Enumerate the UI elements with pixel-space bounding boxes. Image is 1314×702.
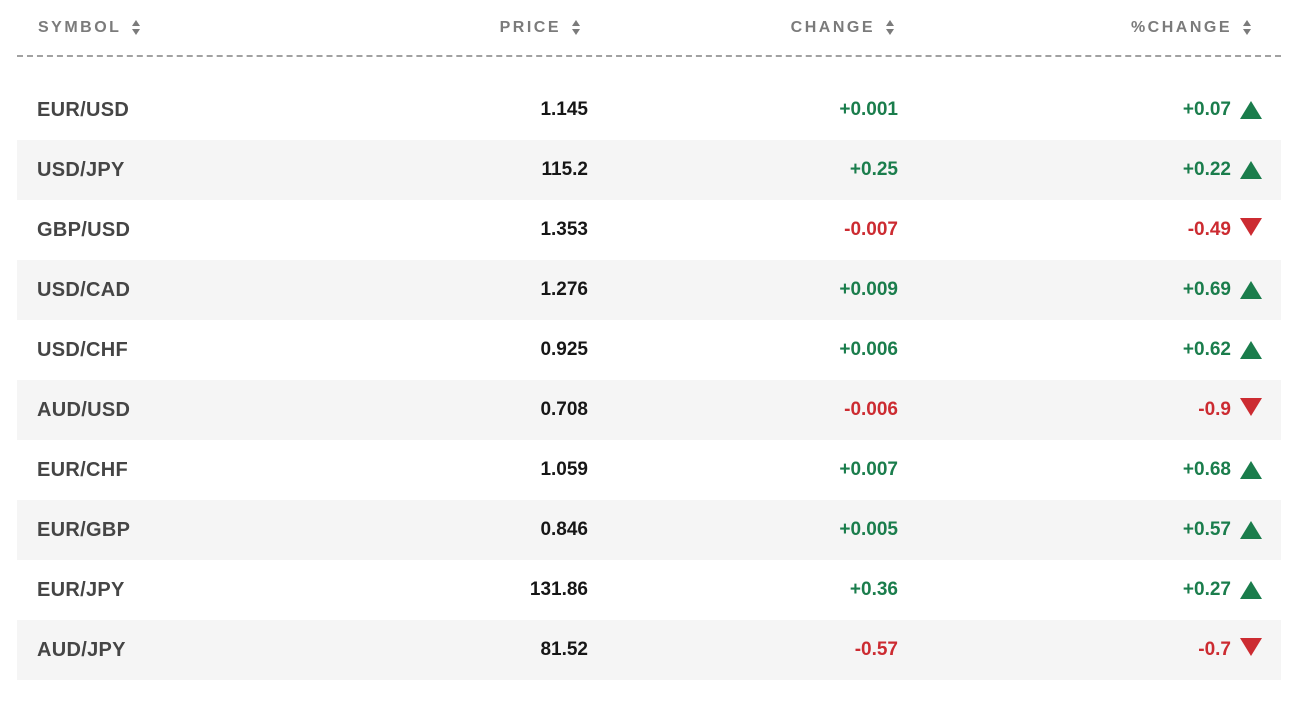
currency-quotes-table: SYMBOL PRICE CHANGE %CHANGE EUR/USD 1.14… bbox=[17, 0, 1281, 680]
change-value: +0.001 bbox=[839, 99, 898, 120]
direction-triangle-icon bbox=[1240, 101, 1262, 119]
direction-triangle-icon bbox=[1240, 341, 1262, 359]
pct-change-cell: +0.68 bbox=[898, 459, 1281, 481]
price-value: 0.708 bbox=[540, 399, 588, 420]
symbol-link[interactable]: EUR/JPY bbox=[37, 578, 125, 601]
symbol-link[interactable]: EUR/GBP bbox=[37, 518, 131, 541]
table-row: GBP/USD 1.353 -0.007 -0.49 bbox=[17, 200, 1281, 260]
direction-triangle-icon bbox=[1240, 218, 1262, 236]
pct-change-cell: -0.49 bbox=[898, 218, 1281, 241]
change-value: +0.006 bbox=[839, 339, 898, 360]
pct-change-cell: -0.7 bbox=[898, 638, 1281, 661]
column-header-price[interactable]: PRICE bbox=[317, 19, 588, 37]
pct-change-value: -0.49 bbox=[1187, 219, 1231, 240]
change-value: -0.006 bbox=[844, 399, 898, 420]
sort-arrows-icon[interactable] bbox=[1243, 20, 1251, 35]
pct-change-value: +0.62 bbox=[1182, 339, 1231, 360]
column-header-price-label: PRICE bbox=[499, 18, 561, 36]
column-header-symbol-label: SYMBOL bbox=[38, 18, 122, 36]
pct-change-value: -0.9 bbox=[1198, 399, 1231, 420]
pct-change-value: +0.69 bbox=[1182, 279, 1231, 300]
direction-triangle-icon bbox=[1240, 161, 1262, 179]
column-header-symbol[interactable]: SYMBOL bbox=[17, 19, 317, 37]
column-header-pct-change-label: %CHANGE bbox=[1130, 18, 1232, 36]
symbol-link[interactable]: AUD/JPY bbox=[37, 638, 126, 661]
pct-change-cell: +0.69 bbox=[898, 279, 1281, 301]
symbol-link[interactable]: EUR/CHF bbox=[37, 458, 128, 481]
direction-triangle-icon bbox=[1240, 638, 1262, 656]
pct-change-cell: +0.27 bbox=[898, 579, 1281, 601]
sort-arrows-icon[interactable] bbox=[132, 20, 141, 35]
sort-arrows-icon[interactable] bbox=[886, 20, 894, 35]
change-value: -0.007 bbox=[844, 219, 898, 240]
symbol-link[interactable]: AUD/USD bbox=[37, 398, 131, 421]
direction-triangle-icon bbox=[1240, 521, 1262, 539]
pct-change-value: +0.22 bbox=[1182, 159, 1231, 180]
pct-change-value: +0.07 bbox=[1182, 99, 1231, 120]
table-row: EUR/GBP 0.846 +0.005 +0.57 bbox=[17, 500, 1281, 560]
change-value: +0.25 bbox=[849, 159, 898, 180]
symbol-link[interactable]: USD/CAD bbox=[37, 278, 131, 301]
column-header-change-label: CHANGE bbox=[790, 18, 875, 36]
symbol-link[interactable]: GBP/USD bbox=[37, 218, 131, 241]
table-row: AUD/JPY 81.52 -0.57 -0.7 bbox=[17, 620, 1281, 680]
direction-triangle-icon bbox=[1240, 398, 1262, 416]
change-value: -0.57 bbox=[854, 639, 898, 660]
change-value: +0.009 bbox=[839, 279, 898, 300]
direction-triangle-icon bbox=[1240, 281, 1262, 299]
price-value: 0.846 bbox=[540, 519, 588, 540]
sort-arrows-icon[interactable] bbox=[572, 20, 580, 35]
table-row: EUR/JPY 131.86 +0.36 +0.27 bbox=[17, 560, 1281, 620]
table-row: EUR/CHF 1.059 +0.007 +0.68 bbox=[17, 440, 1281, 500]
price-value: 1.059 bbox=[540, 459, 588, 480]
pct-change-cell: +0.22 bbox=[898, 159, 1281, 181]
pct-change-value: +0.57 bbox=[1182, 519, 1231, 540]
pct-change-value: +0.27 bbox=[1182, 579, 1231, 600]
pct-change-cell: -0.9 bbox=[898, 398, 1281, 421]
symbol-link[interactable]: USD/JPY bbox=[37, 158, 125, 181]
change-value: +0.007 bbox=[839, 459, 898, 480]
table-row: AUD/USD 0.708 -0.006 -0.9 bbox=[17, 380, 1281, 440]
table-row: USD/JPY 115.2 +0.25 +0.22 bbox=[17, 140, 1281, 200]
table-row: USD/CAD 1.276 +0.009 +0.69 bbox=[17, 260, 1281, 320]
pct-change-cell: +0.62 bbox=[898, 339, 1281, 361]
price-value: 131.86 bbox=[529, 579, 588, 600]
table-body: EUR/USD 1.145 +0.001 +0.07 USD/JPY 115.2… bbox=[17, 80, 1281, 680]
symbol-link[interactable]: EUR/USD bbox=[37, 98, 130, 121]
price-value: 81.52 bbox=[540, 639, 588, 660]
pct-change-cell: +0.57 bbox=[898, 519, 1281, 541]
symbol-link[interactable]: USD/CHF bbox=[37, 338, 128, 361]
column-header-pct-change[interactable]: %CHANGE bbox=[898, 19, 1281, 37]
change-value: +0.005 bbox=[839, 519, 898, 540]
price-value: 1.353 bbox=[540, 219, 588, 240]
pct-change-cell: +0.07 bbox=[898, 99, 1281, 121]
price-value: 115.2 bbox=[541, 159, 589, 180]
column-header-change[interactable]: CHANGE bbox=[588, 19, 898, 37]
price-value: 0.925 bbox=[540, 339, 588, 360]
direction-triangle-icon bbox=[1240, 581, 1262, 599]
price-value: 1.145 bbox=[540, 99, 588, 120]
direction-triangle-icon bbox=[1240, 461, 1262, 479]
change-value: +0.36 bbox=[849, 579, 898, 600]
table-row: USD/CHF 0.925 +0.006 +0.62 bbox=[17, 320, 1281, 380]
pct-change-value: -0.7 bbox=[1198, 639, 1231, 660]
table-header-row: SYMBOL PRICE CHANGE %CHANGE bbox=[17, 0, 1281, 57]
table-row: EUR/USD 1.145 +0.001 +0.07 bbox=[17, 80, 1281, 140]
pct-change-value: +0.68 bbox=[1182, 459, 1231, 480]
price-value: 1.276 bbox=[540, 279, 588, 300]
